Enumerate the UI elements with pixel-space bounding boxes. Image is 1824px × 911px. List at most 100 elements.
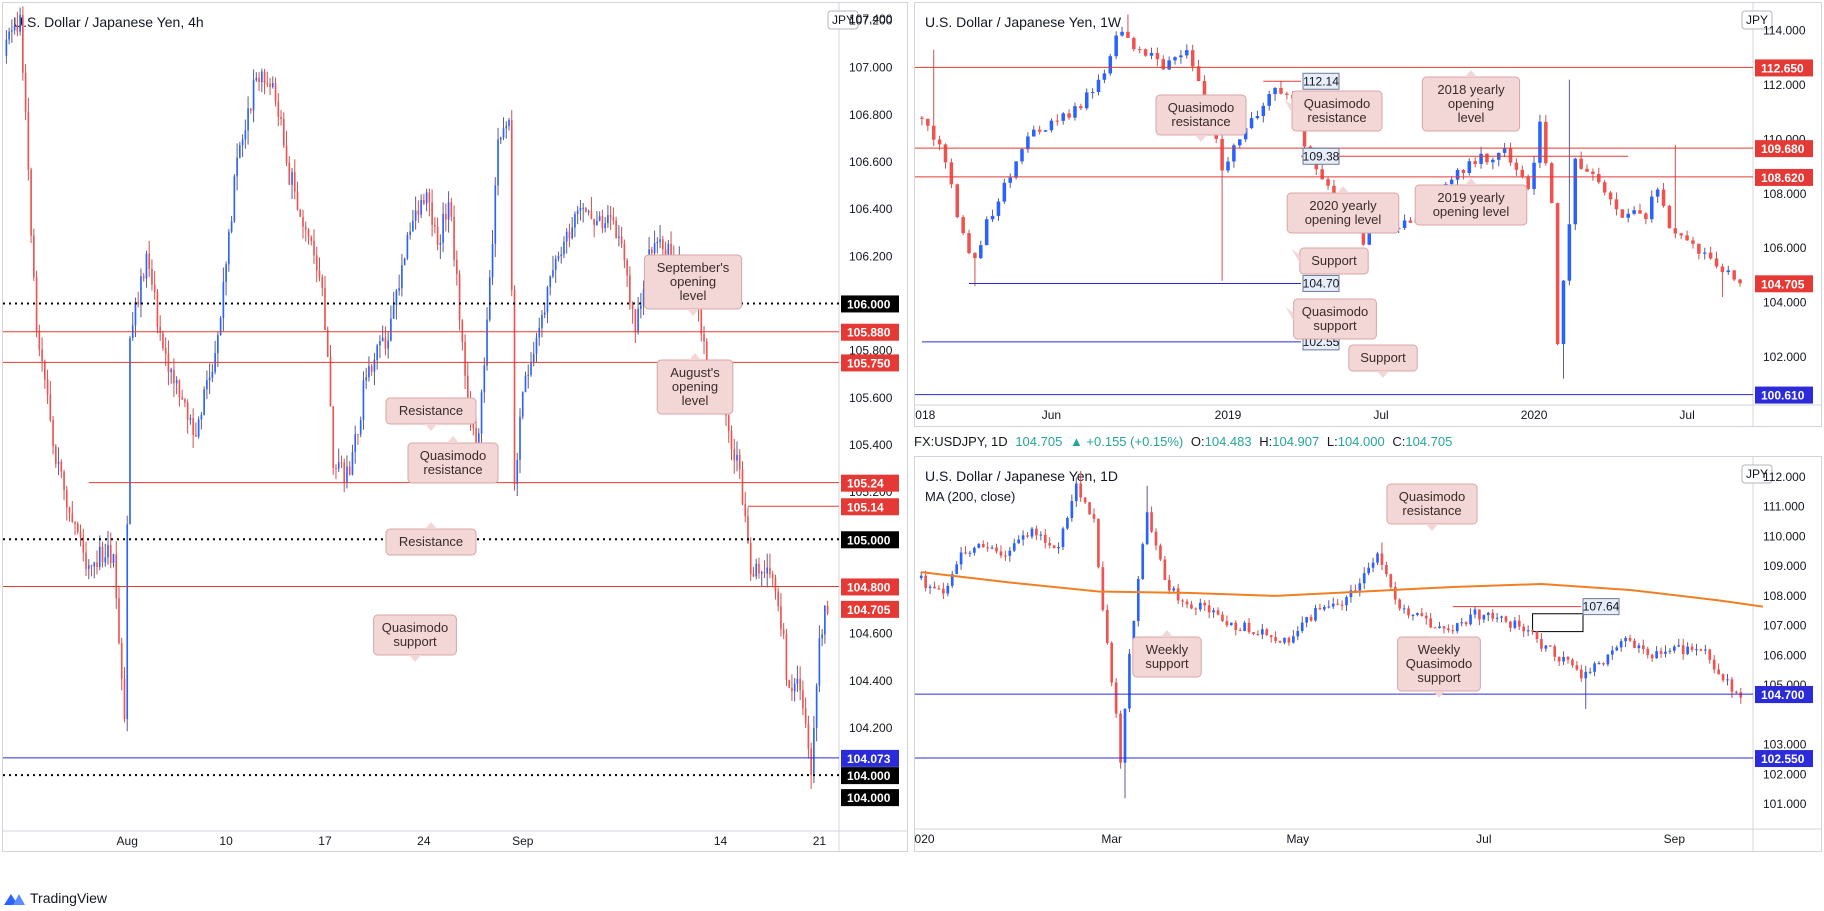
chart-4h-canvas[interactable]: U.S. Dollar / Japanese Yen, 4h JPY 104.200… [3,3,908,852]
price-axis-tag [841,749,899,767]
candle-body [667,243,670,262]
level-line: 102.55 [921,333,1340,351]
chart-weekly-canvas[interactable]: U.S. Dollar / Japanese Yen, 1W JPY 102.000… [915,3,1822,427]
candle-body [1185,50,1189,56]
candle-body [1039,534,1043,536]
candle-body [1398,599,1401,609]
candle-body [178,380,181,398]
candle-body [1292,636,1295,643]
candle-body [368,366,370,378]
candle-body [456,259,458,275]
candle-body [607,215,609,224]
candle-body [973,547,976,553]
candle-body [1150,512,1153,532]
annotation-pointer [687,309,699,316]
candle-body [118,598,120,644]
candle-body [1619,641,1623,648]
annotation-text: Quasimodo [382,620,448,635]
annotation-pointer [409,655,421,662]
candle-body [1145,512,1149,545]
price-axis-tag [841,354,899,372]
chart-daily-canvas[interactable]: U.S. Dollar / Japanese Yen, 1D MA (200, c… [915,457,1822,852]
candle-body [1114,682,1118,714]
candle-body [1702,252,1707,254]
candle-body [486,319,488,366]
level-tag-text: 107.64 [1583,600,1620,614]
candle-body [1102,73,1107,80]
candle-body [1261,105,1266,117]
candle-body [1685,235,1689,241]
chart-panel-4h[interactable]: U.S. Dollar / Japanese Yen, 4h JPY 104.200… [2,2,908,852]
level-line: 102.550 [915,750,1813,768]
candle-body [733,449,736,461]
candle-body [1464,622,1468,625]
candle-body [979,245,983,259]
candle-body [1361,224,1366,245]
candle-body [1620,209,1625,218]
candle-body [1207,605,1211,613]
candle-body [436,226,439,245]
candle-body [22,14,24,73]
candle-body [1502,148,1507,153]
currency-badge: JPY [1741,10,1773,30]
candle-body [46,379,49,395]
candle-body [1739,692,1743,698]
candle-body [813,727,815,775]
x-tick-label: Aug [117,834,138,848]
candle-body [968,552,972,554]
candle-body [1633,640,1636,649]
candle-body [282,119,285,146]
candle-body [134,301,137,326]
candle-body [1008,177,1012,183]
chart-panel-daily[interactable]: U.S. Dollar / Japanese Yen, 1D MA (200, c… [914,456,1822,852]
candle-body [1255,116,1260,119]
candle-body [1026,136,1030,150]
candle-body [167,353,170,373]
currency-badge: JPY [1741,464,1773,484]
candle-body [1008,550,1012,556]
candle-body [1585,168,1589,172]
candle-body [1526,630,1530,632]
candle-body [785,633,788,681]
x-tick-label: 2020 [915,832,935,846]
level-line: 104.70 [969,274,1340,292]
annotation-text: 2019 yearly [1437,190,1505,205]
currency-badge-text: JPY [1746,467,1768,481]
candle-body [631,302,634,310]
candle-body [1083,497,1087,503]
candle-body [1309,617,1313,621]
candle-body [1318,607,1322,610]
price-axis-tag [1755,168,1813,186]
candle-body [1655,189,1660,197]
price-axis-tag [841,498,899,516]
tradingview-logo[interactable]: TradingView [4,888,107,908]
chart-title: U.S. Dollar / Japanese Yen, 4h [13,14,204,30]
candle-body [1234,622,1238,631]
candle-body [1296,631,1300,637]
candle-body [184,399,186,403]
candle-body [406,234,409,259]
candle-body [967,233,971,254]
candle-body [1279,88,1283,94]
candle-body [593,218,595,226]
candle-body [1704,649,1707,651]
candles [919,470,1743,799]
candle-body [1673,228,1678,234]
chart-panel-weekly[interactable]: U.S. Dollar / Japanese Yen, 1W JPY 102.000… [914,2,1822,427]
candle-body [236,157,238,177]
y-tick-label: 110.000 [1763,529,1806,543]
level-line: 104.000 [3,767,899,785]
price-axis-tag [1755,140,1813,158]
candle-body [1473,609,1477,615]
candle-body [1026,535,1029,537]
y-tick-label: 104.600 [849,627,893,641]
candle-body [937,139,942,145]
level-line: 108.620 [915,168,1813,186]
candle-body [1608,192,1613,200]
annotation-text: 2020 yearly [1309,198,1377,213]
candle-body [1447,628,1450,631]
candle-body [109,545,112,563]
candle-body [1030,528,1034,537]
candle-body [576,210,579,214]
